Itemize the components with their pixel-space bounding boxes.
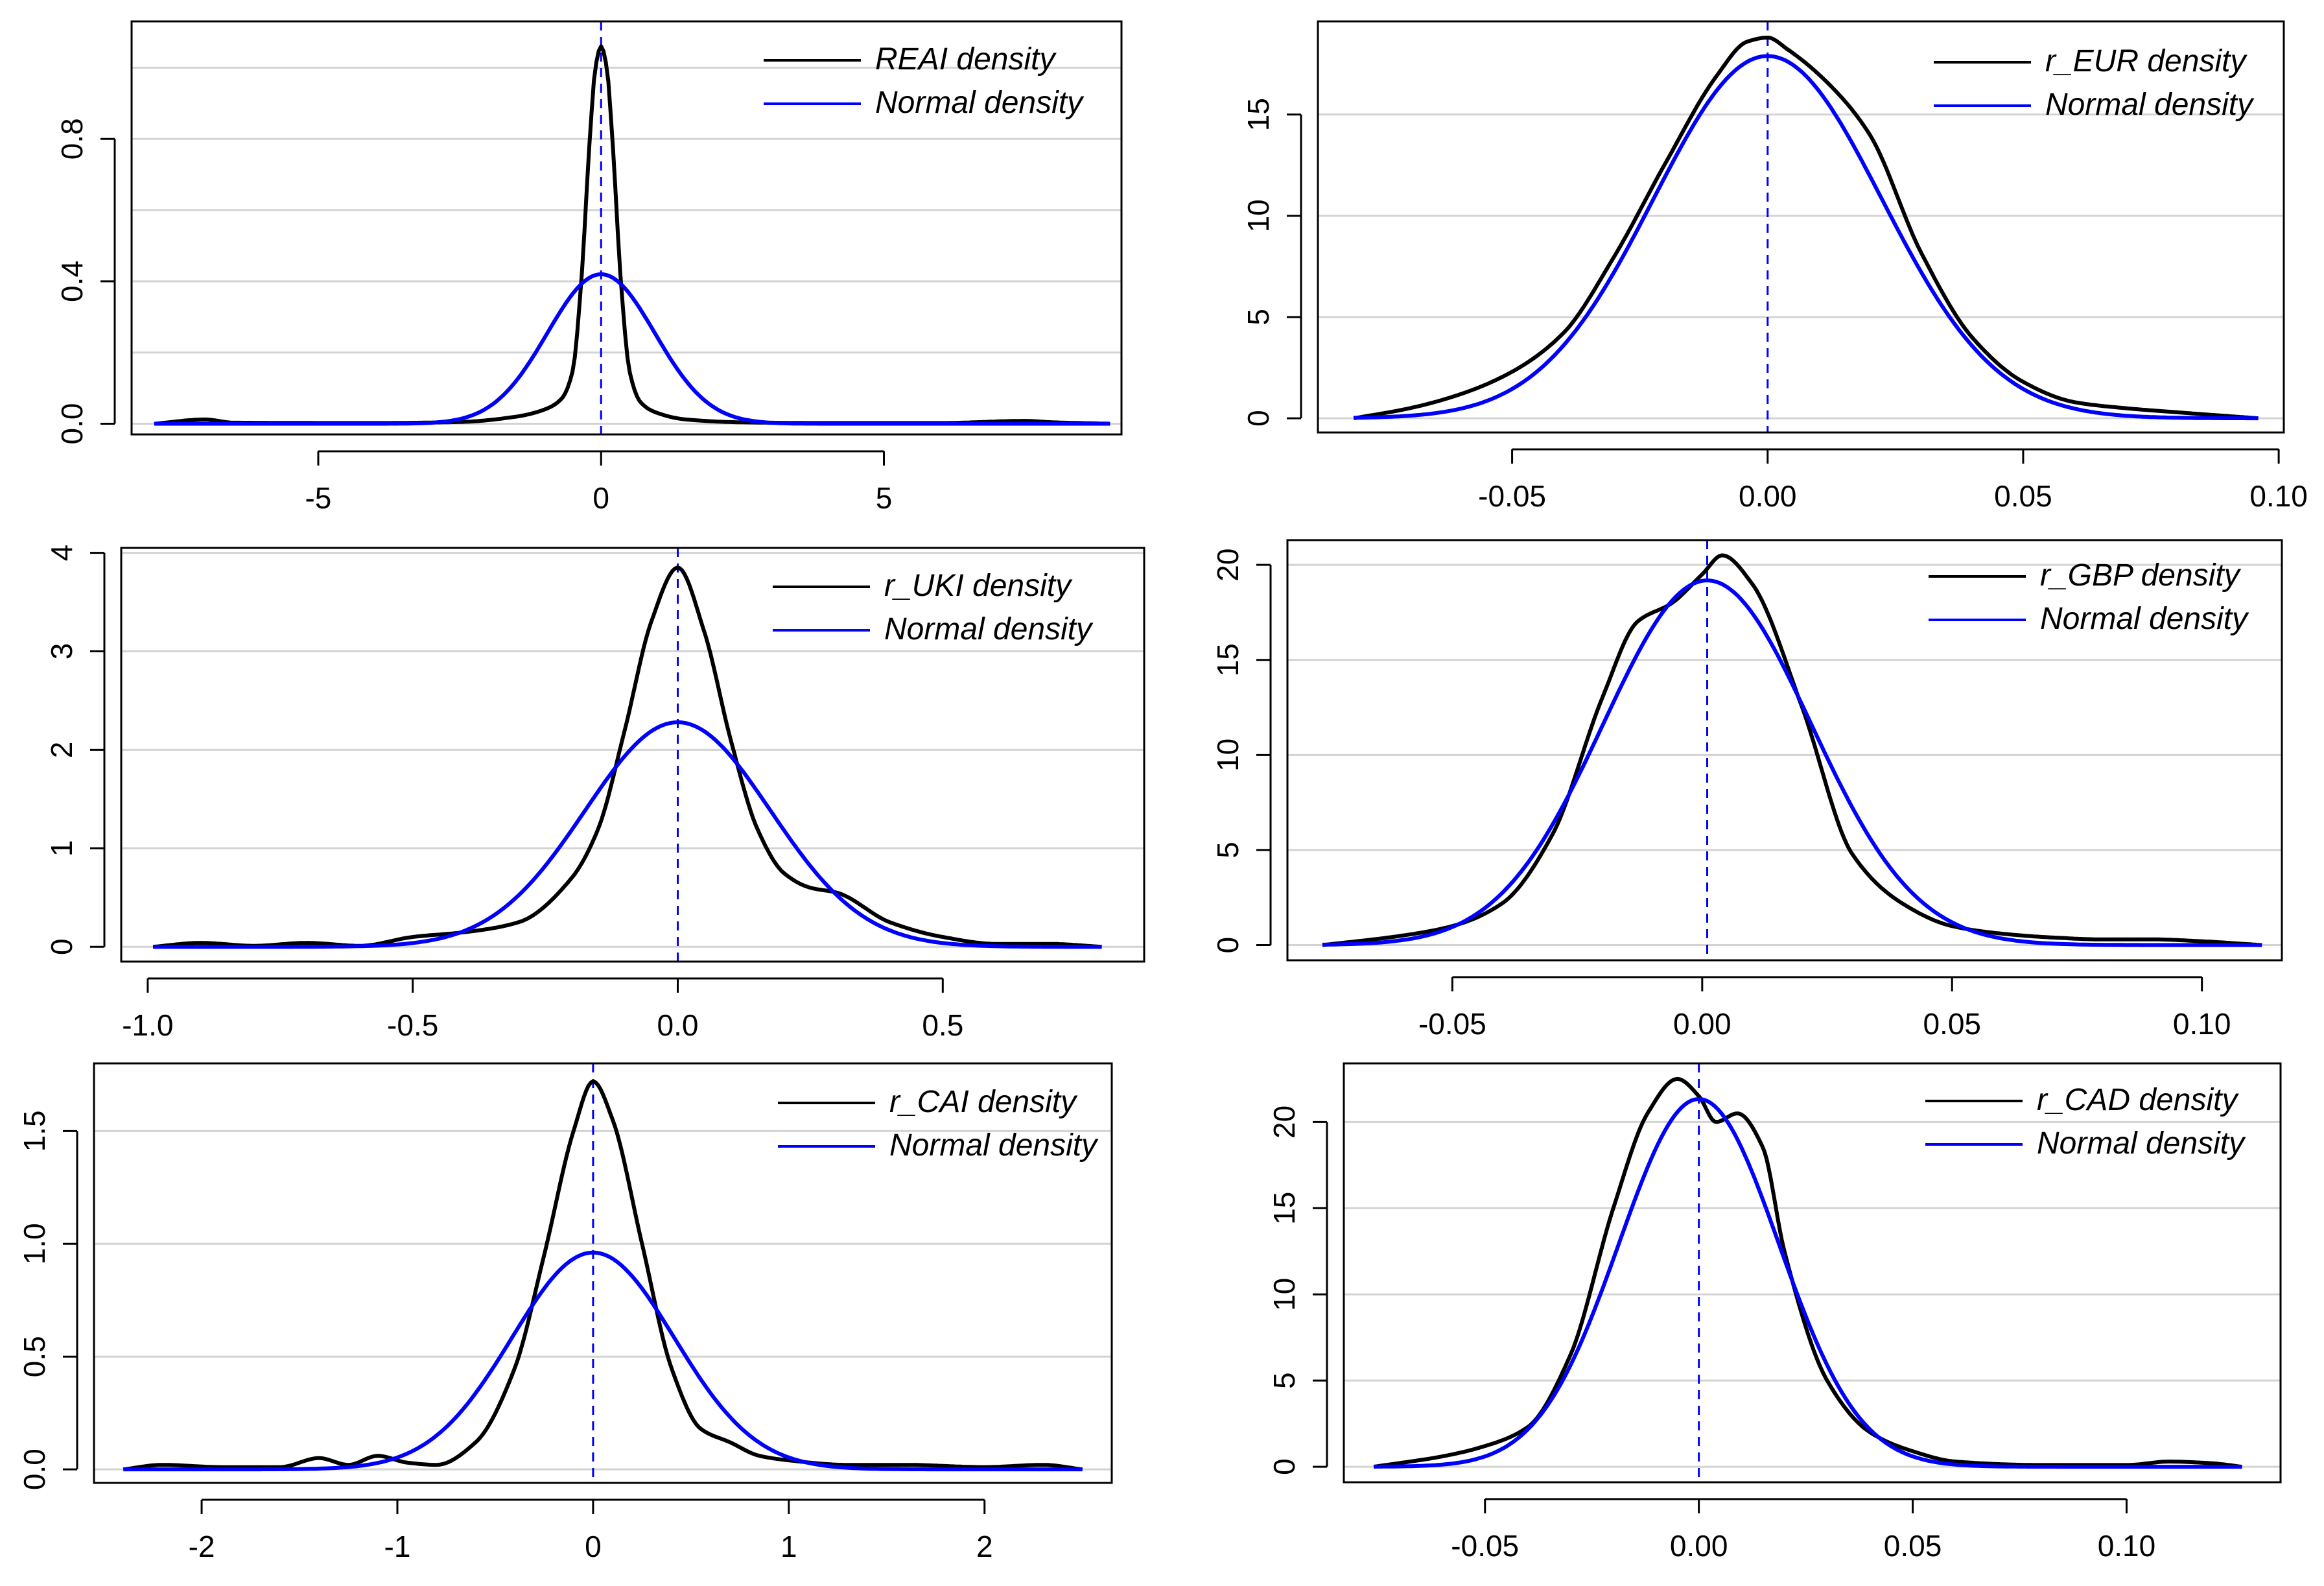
y-tick-label: 0.0 <box>55 403 89 445</box>
x-tick-label: -2 <box>189 1530 215 1563</box>
normal-density-line <box>154 272 1110 426</box>
y-tick-label: 20 <box>1267 1106 1301 1139</box>
legend-label: r_CAI density <box>889 1085 1078 1119</box>
y-tick-label: 4 <box>45 545 78 562</box>
x-tick-label: -0.5 <box>387 1008 438 1042</box>
normal-density-line <box>123 1250 1083 1472</box>
normal-density-line <box>1322 578 2262 947</box>
chart-panel-r_eur: -0.05 0.00 0.05 0.10 0 5 10 15 r_EUR density Norm… <box>1241 20 2308 513</box>
chart-panel-r_gbp: -0.05 0.00 0.05 0.10 0 5 10 15 20 r_GBP density No… <box>1211 539 2283 1041</box>
plot-frame <box>130 20 1123 436</box>
y-tick-label: 15 <box>1267 1192 1301 1225</box>
plot-frame <box>1286 539 2283 962</box>
x-tick-label: -0.05 <box>1451 1529 1519 1563</box>
y-tick-label: 5 <box>1267 1372 1301 1389</box>
empirical-density-line <box>152 565 1102 949</box>
x-tick-label: 0.10 <box>2098 1529 2156 1563</box>
y-tick-label: 15 <box>1211 643 1245 676</box>
y-tick-label: 0 <box>1267 1458 1301 1475</box>
plot-frame <box>93 1062 1113 1484</box>
normal-density-line <box>1354 54 2259 421</box>
x-tick-label: 0.00 <box>1673 1007 1731 1041</box>
legend-label: Normal density <box>2045 88 2255 122</box>
x-tick-label: -5 <box>305 481 331 515</box>
x-tick-label: 2 <box>976 1530 993 1563</box>
x-tick-label: 5 <box>876 481 893 515</box>
x-tick-label: 0 <box>593 481 609 515</box>
x-tick-label: 0.0 <box>657 1008 699 1042</box>
x-tick-label: 0.05 <box>1994 479 2052 513</box>
y-tick-label: 5 <box>1241 309 1275 325</box>
empirical-density-line <box>1353 36 2259 421</box>
plot-frame <box>1343 1062 2282 1484</box>
x-tick-label: 0.10 <box>2173 1007 2231 1041</box>
y-tick-label: 15 <box>1241 98 1275 131</box>
chart-panel-reai: -5 0 5 0.0 0.4 0.8 REAI density Normal density <box>55 20 1123 515</box>
x-tick-label: 0.10 <box>2249 479 2308 513</box>
y-tick-label: 10 <box>1241 199 1275 232</box>
legend-label: Normal density <box>889 1128 1099 1163</box>
y-tick-label: 0.5 <box>18 1336 51 1377</box>
normal-density-line <box>153 720 1102 949</box>
legend-label: Normal density <box>884 612 1094 646</box>
y-tick-label: 0 <box>45 938 78 955</box>
x-tick-label: 0.05 <box>1884 1529 1942 1563</box>
normal-density-line <box>1374 1097 2242 1469</box>
y-tick-label: 1.5 <box>18 1110 51 1152</box>
empirical-density-line <box>1322 553 2262 947</box>
y-tick-label: 1.0 <box>18 1223 51 1264</box>
y-tick-label: 20 <box>1211 549 1245 582</box>
chart-panel-r_cai: -2 -1 0 1 2 0.0 0.5 1.0 1.5 r_CAI density Normal d… <box>18 1062 1113 1563</box>
x-tick-label: 1 <box>781 1530 797 1563</box>
x-tick-label: -1.0 <box>122 1008 173 1042</box>
x-tick-label: -1 <box>384 1530 411 1563</box>
y-tick-label: 3 <box>45 643 78 660</box>
plot-frame <box>1317 20 2285 434</box>
legend-label: r_UKI density <box>884 569 1073 603</box>
legend-label: Normal density <box>875 86 1085 120</box>
y-tick-label: 0.4 <box>55 261 89 302</box>
y-tick-label: 2 <box>45 742 78 759</box>
chart-panel-r_cad: -0.05 0.00 0.05 0.10 0 5 10 15 20 r_CAD density No… <box>1267 1062 2282 1563</box>
y-tick-label: 0.0 <box>18 1449 51 1490</box>
legend-label: REAI density <box>875 42 1057 77</box>
x-tick-label: -0.05 <box>1418 1007 1486 1041</box>
legend-label: r_GBP density <box>2040 558 2242 593</box>
legend-label: r_CAD density <box>2037 1083 2239 1117</box>
y-tick-label: 10 <box>1211 739 1245 772</box>
y-tick-label: 10 <box>1267 1278 1301 1311</box>
x-tick-label: 0 <box>585 1530 602 1563</box>
y-tick-label: 0 <box>1211 937 1245 954</box>
empirical-density-line <box>123 1079 1083 1472</box>
y-tick-label: 1 <box>45 840 78 857</box>
plot-frame <box>120 547 1145 963</box>
x-tick-label: 0.5 <box>922 1008 963 1042</box>
y-tick-label: 0 <box>1241 410 1275 427</box>
y-tick-label: 0.8 <box>55 118 89 160</box>
x-tick-label: 0.00 <box>1670 1529 1728 1563</box>
x-tick-label: -0.05 <box>1478 479 1546 513</box>
x-tick-label: 0.05 <box>1923 1007 1981 1041</box>
legend-label: Normal density <box>2040 602 2249 636</box>
y-tick-label: 5 <box>1211 842 1245 858</box>
x-tick-label: 0.00 <box>1739 479 1797 513</box>
legend-label: Normal density <box>2037 1126 2246 1161</box>
legend-label: r_EUR density <box>2045 44 2248 78</box>
chart-panel-r_uki: -1.0 -0.5 0.0 0.5 0 1 2 3 4 r_UKI density Normal d… <box>45 545 1145 1042</box>
